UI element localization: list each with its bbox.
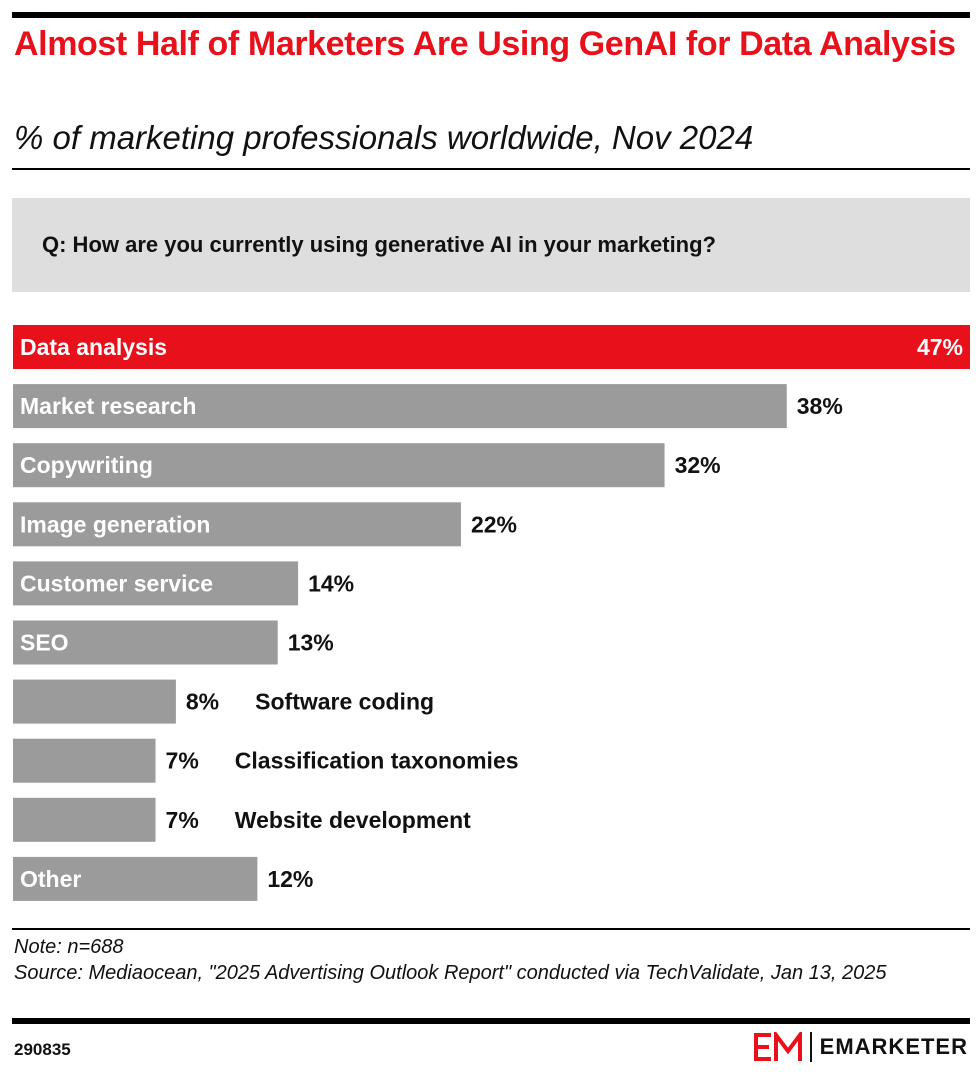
category-label-copywriting: Copywriting [20, 452, 153, 478]
value-label-customer-service: 14% [308, 570, 354, 596]
value-label-data-analysis: 47% [917, 334, 963, 360]
logo-separator [809, 1032, 812, 1062]
value-label-classification-taxonomies: 7% [166, 748, 199, 774]
bar-website-development [13, 797, 156, 842]
value-label-copywriting: 32% [675, 452, 721, 478]
value-label-website-development: 7% [166, 807, 199, 833]
category-label-software-coding: Software coding [255, 689, 434, 715]
bar-other [13, 856, 258, 901]
chart-title: Almost Half of Marketers Are Using GenAI… [14, 25, 956, 63]
bottom-rule [12, 1018, 970, 1024]
brand-name: EMARKETER [819, 1034, 968, 1059]
bar-software-coding [13, 679, 176, 724]
top-rule [12, 12, 970, 18]
category-label-website-development: Website development [235, 807, 471, 833]
chart-subtitle: % of marketing professionals worldwide, … [14, 119, 754, 156]
category-label-customer-service: Customer service [20, 570, 213, 596]
emarketer-logo: EMARKETER [753, 1030, 968, 1064]
bar-classification-taxonomies [13, 738, 156, 783]
bar-data-analysis [13, 325, 970, 369]
survey-question: Q: How are you currently using generativ… [12, 198, 970, 292]
category-label-market-research: Market research [20, 393, 196, 419]
chart-source: Source: Mediaocean, "2025 Advertising Ou… [14, 962, 887, 984]
chart-note: Note: n=688 [14, 936, 124, 958]
bar-seo [13, 620, 278, 665]
value-label-image-generation: 22% [471, 511, 517, 537]
chart-id: 290835 [14, 1040, 71, 1059]
value-label-market-research: 38% [797, 393, 843, 419]
em-logo-icon [753, 1032, 802, 1061]
category-label-seo: SEO [20, 630, 69, 656]
value-label-other: 12% [267, 866, 313, 892]
bar-image-generation [13, 502, 461, 547]
value-label-software-coding: 8% [186, 689, 219, 715]
bar-copywriting [13, 443, 665, 488]
category-label-other: Other [20, 866, 81, 892]
survey-question-text: Q: How are you currently using generativ… [42, 232, 716, 257]
notes-rule [12, 928, 970, 930]
category-label-image-generation: Image generation [20, 511, 210, 537]
subtitle-rule [12, 168, 970, 170]
category-label-classification-taxonomies: Classification taxonomies [235, 748, 519, 774]
bar-customer-service [13, 561, 299, 606]
category-label-data-analysis: Data analysis [20, 334, 167, 360]
value-label-seo: 13% [288, 630, 334, 656]
bar-market-research [13, 384, 787, 429]
